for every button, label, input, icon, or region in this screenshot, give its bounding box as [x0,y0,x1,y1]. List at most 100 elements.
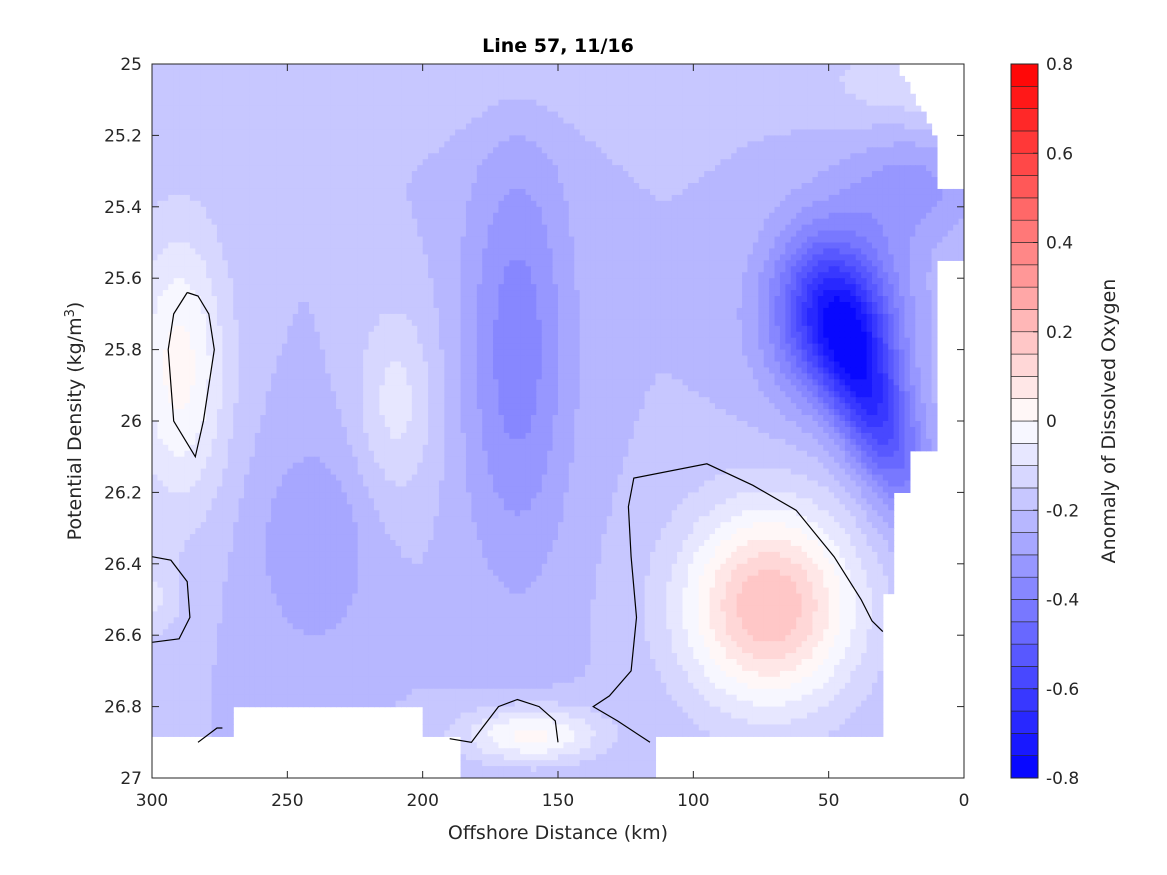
heatmap-cell-506 [644,81,651,89]
heatmap-cell-3322 [281,200,288,208]
heatmap-cell-1894 [455,141,462,148]
heatmap-cell-4939 [915,260,922,267]
heatmap-cell-2090 [731,147,738,154]
heatmap-cell-3241 [655,194,662,202]
heatmap-cell-178 [368,69,375,77]
heatmap-cell-3749 [157,218,164,226]
heatmap-cell-2281 [195,159,202,166]
heatmap-cell-1992 [200,147,207,154]
heatmap-cell-2577 [227,171,234,178]
heatmap-cell-2861 [195,183,202,190]
heatmap-cell-484 [525,81,532,89]
heatmap-cell-3482 [336,206,343,214]
heatmap-cell-977 [152,105,159,113]
heatmap-cell-1746 [438,135,445,142]
heatmap-cell-1912 [552,141,559,148]
heatmap-cell-4066 [249,230,256,238]
heatmap-cell-2383 [747,159,754,166]
heatmap-cell-958 [812,99,819,107]
heatmap-cell-181 [384,69,391,77]
heatmap-cell-100 [693,64,700,71]
heatmap-cell-3423 [828,200,835,208]
heatmap-cell-772 [568,93,575,101]
heatmap-cell-2018 [341,147,348,154]
heatmap-cell-4209 [211,236,218,244]
heatmap-cell-473 [465,81,472,89]
heatmap-cell-3802 [444,218,451,226]
heatmap-cell-2033 [422,147,429,154]
heatmap-cell-4984 [373,266,380,273]
heatmap-cell-4149 [698,230,705,238]
heatmap-cell-4184 [888,230,895,238]
heatmap-cell-4355 [189,242,196,250]
heatmap-cell-3464 [238,206,245,214]
heatmap-cell-4691 [384,254,391,261]
heatmap-cell-4944 [157,266,164,273]
heatmap-cell-4088 [368,230,375,238]
heatmap-cell-2 [162,64,169,71]
heatmap-cell-2710 [162,177,169,184]
heatmap-cell-2676 [763,171,770,178]
heatmap-cell-4810 [216,260,223,267]
heatmap-cell-185 [406,69,413,77]
heatmap-cell-2678 [774,171,781,178]
heatmap-cell-1870 [325,141,332,148]
heatmap-cell-254 [779,69,786,77]
heatmap-cell-2099 [779,147,786,154]
heatmap-cell-2263 [882,153,889,160]
heatmap-cell-2415 [920,159,927,166]
heatmap-cell-249 [752,69,759,77]
heatmap-cell-3475 [298,206,305,214]
heatmap-cell-4681 [330,254,337,261]
heatmap-cell-2264 [888,153,895,160]
heatmap-cell-3568 [801,206,808,214]
heatmap-cell-1390 [844,117,851,125]
heatmap-cell-4774 [834,254,841,261]
heatmap-cell-1019 [379,105,386,113]
heatmap-cell-1747 [444,135,451,142]
heatmap-cell-1179 [476,111,483,119]
heatmap-cell-4453 [720,242,727,250]
heatmap-cell-76 [563,64,570,71]
heatmap-cell-3918 [260,224,267,232]
heatmap-cell-4150 [704,230,711,238]
heatmap-cell-2721 [222,177,229,184]
heatmap-cell-3820 [541,218,548,226]
heatmap-cell-2121 [899,147,906,154]
heatmap-cell-4537 [363,248,370,255]
heatmap-cell-2546 [844,165,851,172]
heatmap-cell-3413 [774,200,781,208]
heatmap-cell-123 [817,64,824,71]
heatmap-cell-1402 [909,117,916,125]
heatmap-cell-1414 [200,123,207,131]
heatmap-cell-3865 [785,218,792,226]
heatmap-cell-3753 [179,218,186,226]
heatmap-cell-2234 [725,153,732,160]
heatmap-cell-4502 [173,248,180,255]
heatmap-cell-4539 [373,248,380,255]
heatmap-cell-2338 [503,159,510,166]
heatmap-cell-4668 [260,254,267,261]
heatmap-cell-4513 [233,248,240,255]
heatmap-cell-138 [152,69,159,77]
heatmap-cell-1245 [834,111,841,119]
heatmap-cell-318 [379,75,386,83]
heatmap-cell-3552 [714,206,721,214]
heatmap-cell-4788 [909,254,916,261]
heatmap-cell-1815 [812,135,819,142]
heatmap-cell-4129 [590,230,597,238]
heatmap-cell-735 [368,93,375,101]
heatmap-cell-4218 [260,236,267,244]
heatmap-cell-4723 [558,254,565,261]
heatmap-cell-2452 [336,165,343,172]
heatmap-cell-4367 [254,242,261,250]
heatmap-cell-1425 [260,123,267,131]
heatmap-cell-2065 [595,147,602,154]
heatmap-cell-4789 [915,254,922,261]
heatmap-cell-2949 [671,183,678,190]
heatmap-cell-3173 [287,194,294,202]
heatmap-cell-4582 [606,248,613,255]
heatmap-cell-1557 [195,129,202,136]
heatmap-cell-1725 [325,135,332,142]
heatmap-cell-719 [281,93,288,101]
